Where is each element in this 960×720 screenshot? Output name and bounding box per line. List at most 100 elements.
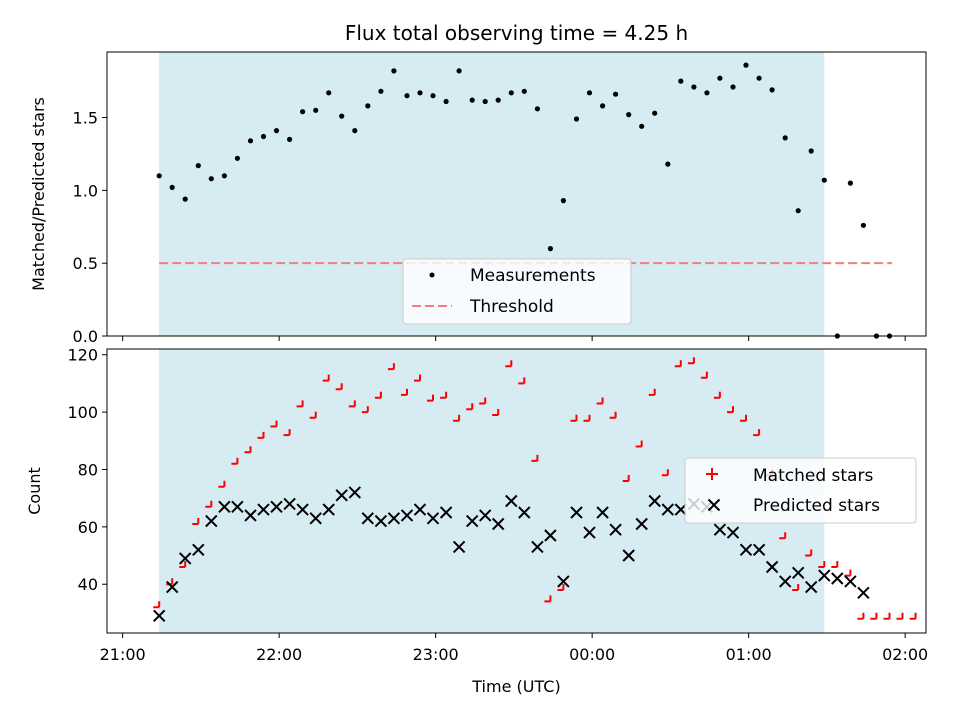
predicted-star-point xyxy=(518,506,531,519)
matched-star-point xyxy=(374,391,382,399)
predicted-stars-points xyxy=(152,486,870,623)
legend-marker-predicted xyxy=(707,498,721,512)
matched-star-point xyxy=(492,409,500,416)
measurement-point xyxy=(417,90,423,96)
predicted-star-point xyxy=(257,503,270,516)
predicted-star-point xyxy=(583,526,596,539)
y-tick-label: 0.5 xyxy=(73,254,98,273)
matched-star-point xyxy=(687,357,695,365)
predicted-star-point xyxy=(791,566,805,580)
predicted-star-point xyxy=(739,543,753,557)
measurement-point xyxy=(208,176,214,182)
predicted-star-point xyxy=(465,514,479,528)
bottom-y-ticks: 40 60 80 100 120 xyxy=(67,346,107,594)
matched-star-point xyxy=(505,360,513,368)
measurement-point xyxy=(352,128,358,134)
predicted-star-point xyxy=(831,572,844,585)
measurement-point xyxy=(717,75,723,81)
predicted-star-point xyxy=(661,503,675,516)
matched-star-point xyxy=(348,400,356,408)
measurement-point xyxy=(443,98,449,105)
matched-star-point xyxy=(270,420,278,428)
measurement-point xyxy=(156,173,162,179)
measurement-point xyxy=(339,113,345,119)
matched-star-point xyxy=(192,518,200,525)
measurement-point xyxy=(469,97,475,103)
matched-star-point xyxy=(401,388,408,396)
matched-star-point xyxy=(440,391,448,399)
x-axis-label: Time (UTC) xyxy=(471,677,560,696)
measurement-point xyxy=(182,196,188,202)
matched-star-point xyxy=(244,446,252,454)
x-tick-label: 22:00 xyxy=(256,645,302,664)
predicted-star-point xyxy=(296,503,309,516)
predicted-star-point xyxy=(726,526,740,539)
measurements-points xyxy=(156,62,893,339)
predicted-star-point xyxy=(322,503,335,516)
y-tick-label: 40 xyxy=(78,575,98,594)
matched-star-point xyxy=(753,429,761,437)
x-tick-label: 21:00 xyxy=(100,645,146,664)
predicted-star-point xyxy=(178,552,192,565)
legend-label-predicted: Predicted stars xyxy=(753,496,880,516)
matched-star-point xyxy=(570,414,578,422)
measurement-point xyxy=(430,93,436,99)
predicted-star-point xyxy=(439,506,453,519)
bottom-axes-frame xyxy=(106,348,927,634)
measurement-point xyxy=(808,148,814,154)
bottom-x-ticks: 21:00 22:00 23:00 00:00 01:00 02:00 xyxy=(100,633,928,664)
matched-star-point xyxy=(453,414,461,422)
predicted-star-point xyxy=(165,580,179,594)
matched-star-point xyxy=(700,371,708,379)
predicted-star-point xyxy=(635,517,648,531)
measurement-point xyxy=(626,112,632,118)
measurement-point xyxy=(521,88,527,94)
top-panel: 0.0 0.5 1.0 1.5 Flux total observing time =… xyxy=(29,21,927,346)
measurement-point xyxy=(769,87,775,93)
predicted-star-point xyxy=(270,500,283,514)
measurement-point xyxy=(313,107,319,113)
matched-star-point xyxy=(257,431,265,439)
measurement-point xyxy=(547,246,554,252)
measurement-point xyxy=(560,198,567,204)
measurement-point xyxy=(795,208,801,214)
matched-star-point xyxy=(309,411,317,419)
matched-star-point xyxy=(857,612,865,620)
matched-star-point xyxy=(283,429,291,437)
matched-star-point xyxy=(583,414,591,422)
y-tick-label: 120 xyxy=(67,346,98,365)
measurement-point xyxy=(378,88,384,94)
matched-star-point xyxy=(218,480,226,488)
predicted-star-point xyxy=(452,540,466,554)
legend-plus-glyph xyxy=(706,468,718,480)
predicted-star-point xyxy=(648,494,661,508)
predicted-star-point xyxy=(400,509,414,522)
predicted-star-point xyxy=(752,543,766,557)
bottom-legend-box xyxy=(684,457,917,524)
matched-star-point xyxy=(335,383,343,391)
measurement-point xyxy=(365,103,371,109)
predicted-star-point xyxy=(609,523,622,536)
measurement-point xyxy=(221,173,227,179)
predicted-star-point xyxy=(622,549,635,562)
matched-star-point xyxy=(792,584,800,591)
measurement-point xyxy=(326,90,332,96)
matched-star-point xyxy=(414,374,421,382)
predicted-star-point xyxy=(231,500,244,514)
matched-star-point xyxy=(831,561,839,568)
measurement-point xyxy=(234,155,240,161)
matched-star-point xyxy=(870,612,878,620)
predicted-star-point xyxy=(531,540,544,554)
top-legend-box xyxy=(402,258,632,325)
matched-star-point xyxy=(635,440,643,448)
matched-star-point xyxy=(466,403,474,411)
predicted-star-point xyxy=(374,514,388,528)
matched-star-point xyxy=(818,561,826,568)
measurement-point xyxy=(652,110,658,116)
legend-x-glyph xyxy=(707,498,721,512)
predicted-star-point xyxy=(844,575,857,588)
matched-star-point xyxy=(479,397,487,405)
matched-star-point xyxy=(909,612,917,620)
measurement-point xyxy=(495,97,501,103)
